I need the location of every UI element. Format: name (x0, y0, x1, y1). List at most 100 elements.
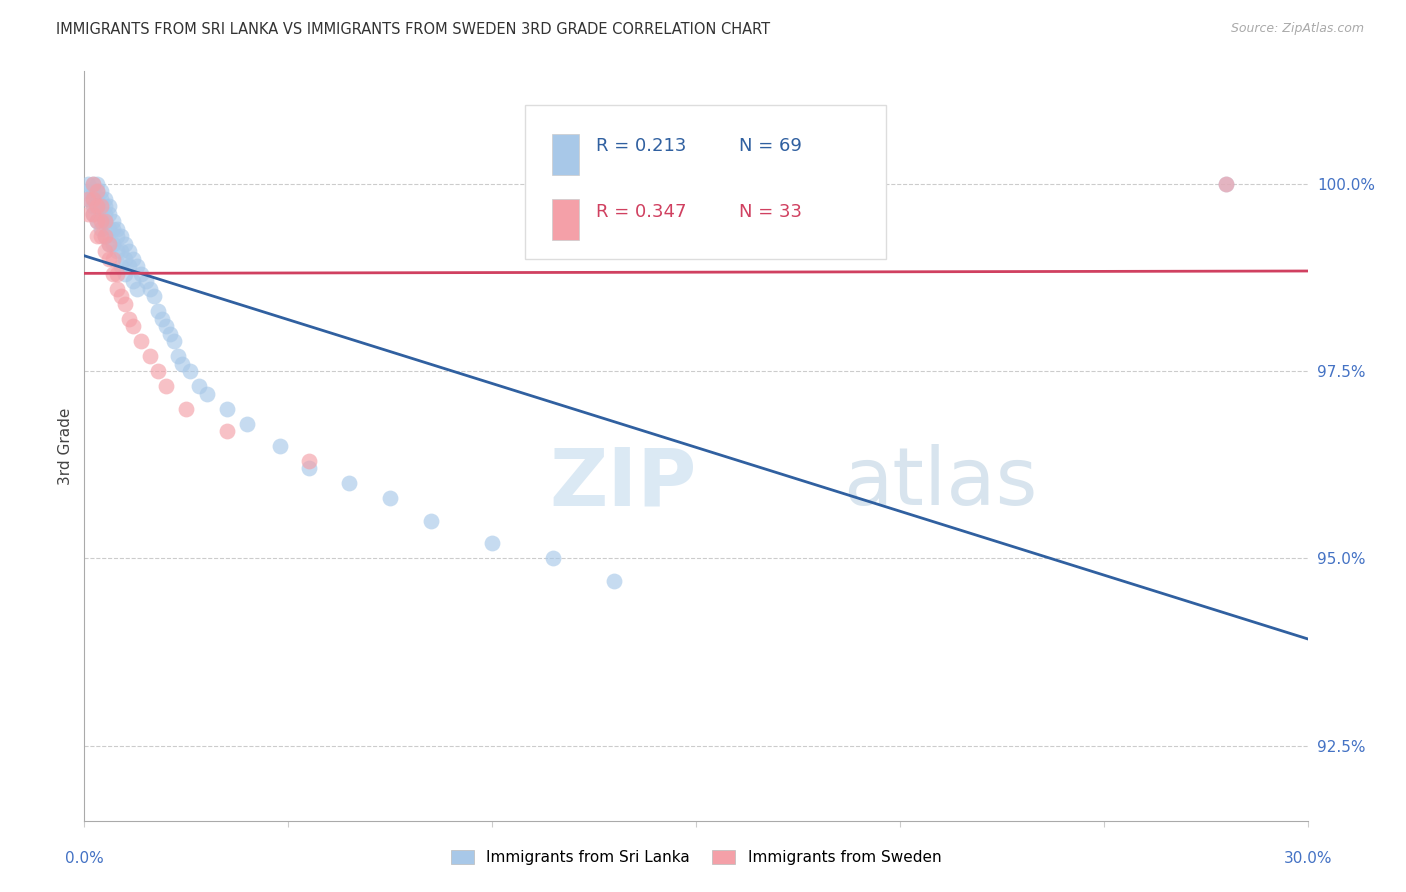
Text: IMMIGRANTS FROM SRI LANKA VS IMMIGRANTS FROM SWEDEN 3RD GRADE CORRELATION CHART: IMMIGRANTS FROM SRI LANKA VS IMMIGRANTS … (56, 22, 770, 37)
Point (93, 229, 115, 244)
Point (105, 267, 128, 281)
Text: R = 0.213: R = 0.213 (596, 136, 686, 155)
Point (93, 214, 115, 228)
Text: 30.0%: 30.0% (1284, 851, 1331, 866)
Point (86, 184, 108, 198)
Point (86, 214, 108, 228)
Point (298, 454, 321, 468)
Legend: Immigrants from Sri Lanka, Immigrants from Sweden: Immigrants from Sri Lanka, Immigrants fr… (443, 843, 949, 873)
Text: R = 0.347: R = 0.347 (596, 203, 686, 221)
FancyBboxPatch shape (551, 199, 578, 240)
Point (105, 229, 128, 244)
Text: 0.0%: 0.0% (65, 851, 104, 866)
Point (93, 229, 115, 244)
Point (77, 192, 100, 206)
Point (90, 221, 112, 235)
Point (93, 214, 115, 228)
Point (90, 214, 112, 228)
Point (82, 177, 104, 191)
Point (298, 461, 321, 475)
Point (86, 214, 108, 228)
Point (110, 229, 132, 244)
Point (127, 282, 149, 296)
Point (77, 184, 100, 198)
Point (86, 177, 108, 191)
Point (105, 244, 128, 259)
Point (82, 207, 104, 221)
Point (93, 192, 115, 206)
Point (86, 199, 108, 213)
Point (86, 199, 108, 213)
Point (97, 221, 120, 235)
Point (1215, 177, 1237, 191)
Y-axis label: 3rd Grade: 3rd Grade (58, 408, 73, 484)
Point (122, 252, 145, 266)
Point (105, 221, 128, 235)
Point (97, 199, 120, 213)
Point (122, 319, 145, 334)
Point (217, 424, 239, 438)
Point (122, 274, 145, 288)
Point (86, 184, 108, 198)
Point (138, 349, 160, 363)
Point (155, 319, 177, 334)
Point (163, 334, 186, 348)
Point (86, 229, 108, 244)
Point (82, 192, 104, 206)
Point (159, 326, 181, 341)
FancyBboxPatch shape (524, 105, 886, 259)
Point (77, 207, 100, 221)
Point (90, 192, 112, 206)
Text: N = 69: N = 69 (738, 136, 801, 155)
Point (82, 199, 104, 213)
Point (146, 304, 169, 318)
Point (90, 184, 112, 198)
Point (174, 401, 197, 416)
Point (339, 476, 361, 491)
Point (269, 439, 291, 453)
Point (97, 252, 120, 266)
Point (82, 177, 104, 191)
Point (101, 236, 124, 251)
Point (97, 236, 120, 251)
Point (77, 192, 100, 206)
Point (86, 192, 108, 206)
Point (101, 221, 124, 235)
Text: atlas: atlas (842, 444, 1038, 523)
Point (93, 244, 115, 259)
Point (172, 357, 194, 371)
Point (114, 296, 136, 310)
Point (110, 289, 132, 303)
Point (82, 192, 104, 206)
FancyBboxPatch shape (551, 134, 578, 175)
Point (217, 401, 239, 416)
Point (131, 334, 153, 348)
Point (93, 207, 115, 221)
Point (82, 207, 104, 221)
Point (155, 379, 177, 393)
Point (127, 259, 149, 273)
Point (77, 177, 100, 191)
Point (101, 214, 124, 228)
Point (97, 207, 120, 221)
Point (142, 289, 165, 303)
Point (543, 551, 565, 566)
Point (90, 229, 112, 244)
Point (114, 236, 136, 251)
Point (90, 207, 112, 221)
Point (481, 536, 503, 550)
Point (114, 252, 136, 266)
Point (146, 364, 169, 378)
Point (114, 267, 136, 281)
Point (1215, 177, 1237, 191)
Point (110, 259, 132, 273)
Point (82, 184, 104, 198)
Point (105, 282, 128, 296)
Point (167, 349, 190, 363)
Point (118, 311, 141, 326)
Point (110, 244, 132, 259)
Point (420, 514, 443, 528)
Point (187, 379, 209, 393)
Point (179, 364, 201, 378)
Point (135, 274, 157, 288)
